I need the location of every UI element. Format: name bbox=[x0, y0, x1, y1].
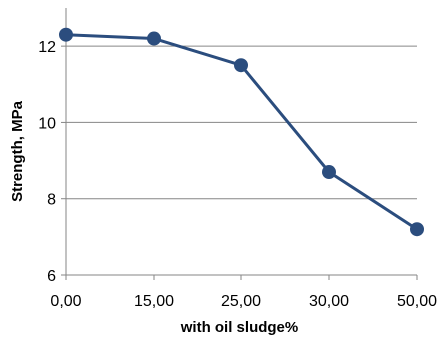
x-tick-label-1: 15,00 bbox=[134, 293, 174, 310]
x-tick-label-0: 0,00 bbox=[50, 293, 81, 310]
x-tick-label-2: 25,00 bbox=[221, 293, 261, 310]
x-tick-label-4: 50,00 bbox=[397, 293, 437, 310]
series-group bbox=[59, 27, 424, 237]
data-point-4 bbox=[410, 222, 424, 237]
y-tick-label-0: 6 bbox=[47, 268, 56, 285]
x-tick-labels: 0,00 15,00 25,00 30,00 50,00 bbox=[50, 275, 437, 310]
grid-lines bbox=[66, 45, 417, 200]
y-axis-title: Strength, MPa bbox=[9, 100, 26, 201]
x-axis-title: with oil sludge% bbox=[180, 319, 299, 336]
x-tick-label-3: 30,00 bbox=[309, 293, 349, 310]
data-point-1 bbox=[147, 31, 161, 46]
data-point-0 bbox=[59, 27, 73, 42]
data-point-3 bbox=[322, 165, 336, 180]
data-point-2 bbox=[234, 58, 248, 73]
y-tick-label-2: 10 bbox=[38, 115, 56, 132]
y-tick-label-3: 12 bbox=[38, 39, 56, 56]
y-tick-labels: 6 8 10 12 bbox=[38, 39, 66, 285]
y-tick-label-1: 8 bbox=[47, 192, 56, 209]
